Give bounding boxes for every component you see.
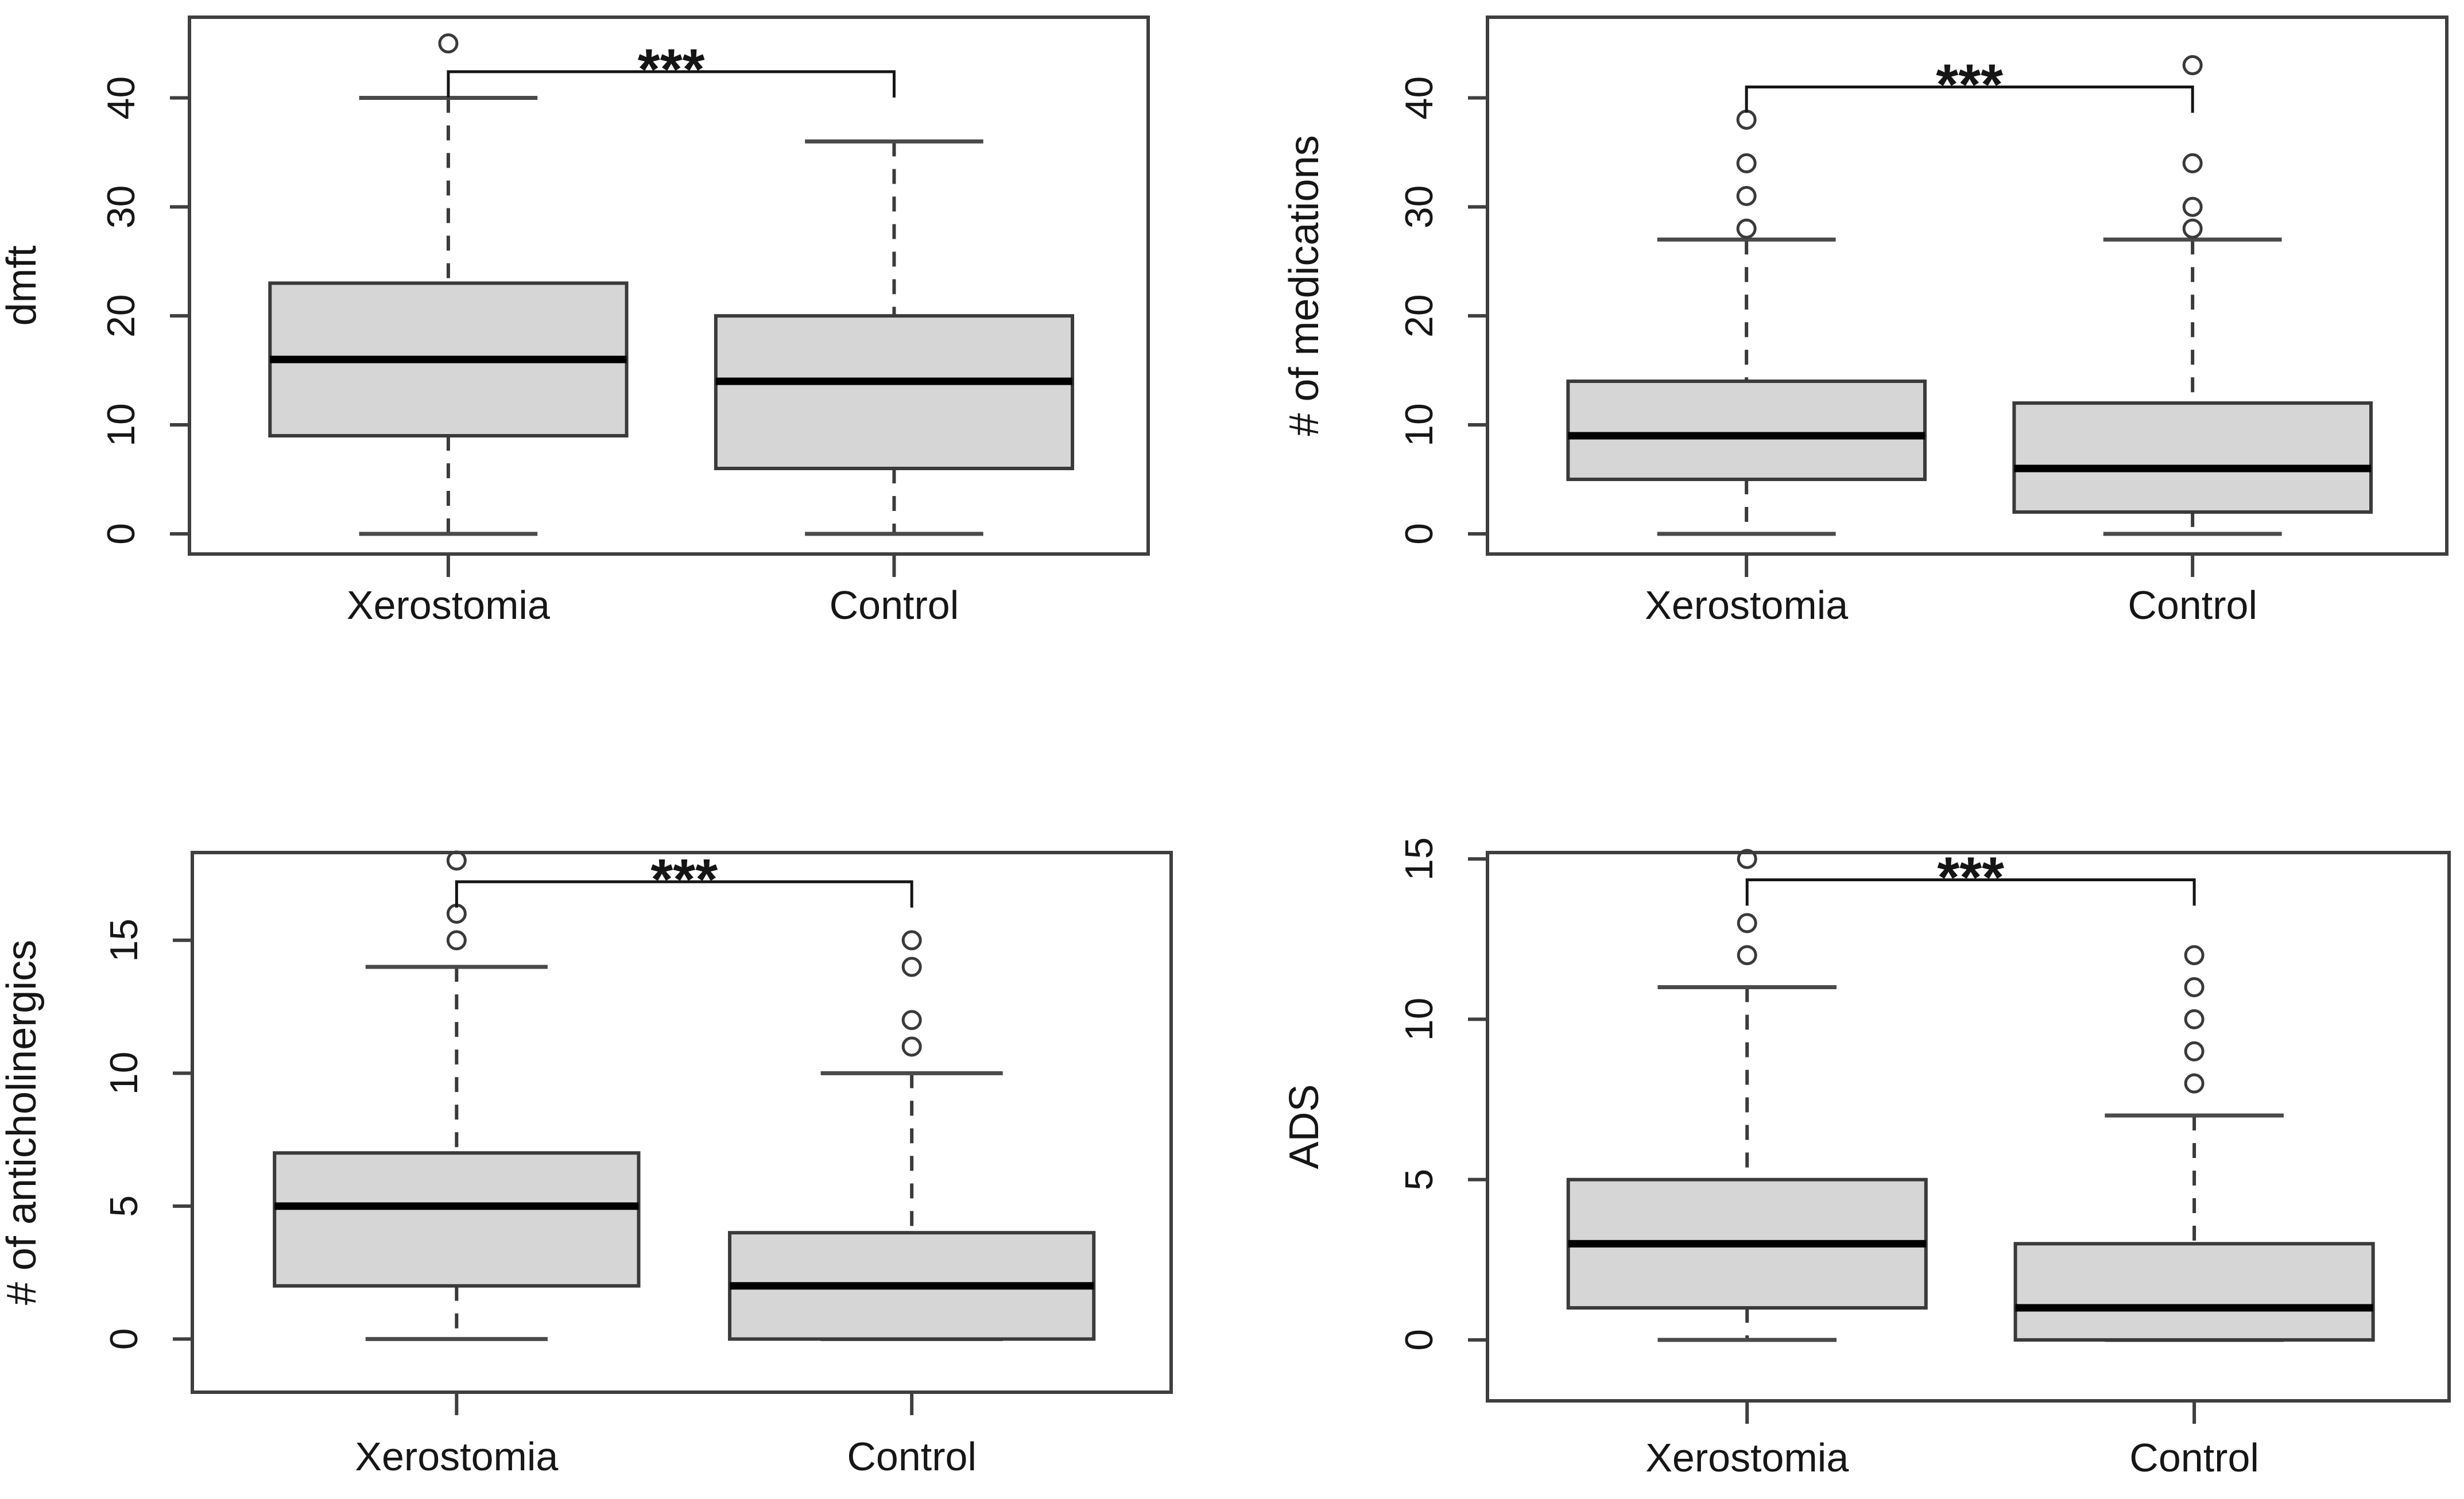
plot-frame [1486, 16, 2448, 556]
y-tick-label: 0 [99, 523, 143, 545]
outlier-point [2184, 1041, 2205, 1062]
outlier-point [2182, 196, 2203, 217]
outlier-point [2184, 1009, 2205, 1029]
category-label: Xerostomia [1645, 1435, 1849, 1480]
iqr-box [273, 1151, 641, 1288]
panel-cell-medications: 0 10 20 30 40 # of medications Xerostomia Contr… [1232, 0, 2464, 749]
outlier-point [1737, 913, 1757, 934]
iqr-box [2012, 401, 2373, 514]
y-tick-label: 20 [99, 294, 143, 338]
y-tick-label: 10 [1397, 998, 1441, 1041]
outlier-point [2184, 945, 2205, 966]
outlier-point [446, 930, 467, 951]
outlier-point [2182, 218, 2203, 239]
outlier-point [2182, 153, 2203, 173]
y-tick-label: 5 [1397, 1169, 1441, 1191]
significance-stars: *** [1936, 53, 2003, 117]
significance-stars: *** [650, 847, 718, 912]
significance-bracket [1745, 86, 2194, 113]
significance-stars: *** [1937, 845, 2004, 909]
y-tick-label: 10 [99, 403, 143, 447]
y-tick-label: 10 [102, 1052, 146, 1095]
outlier-point [901, 1036, 922, 1057]
category-label: Control [2128, 583, 2257, 628]
significance-bracket [447, 70, 896, 98]
y-axis-label: dmft [0, 245, 45, 326]
outlier-point [2184, 1073, 2205, 1094]
y-tick-label: 40 [1397, 76, 1441, 120]
iqr-box [1566, 379, 1927, 481]
panel-cell-dmft: 0 10 20 30 40 dmft Xerostomia Control *** [0, 0, 1232, 749]
y-tick-label: 30 [1397, 185, 1441, 229]
significance-stars: *** [638, 37, 705, 102]
panel-ads: 0 5 10 15 ADS Xerostomia Control *** [1281, 837, 2451, 1480]
outlier-point [1737, 849, 1757, 869]
panel-anticholinergics: 0 5 10 15 # of anticholinergics Xerostomia Con… [0, 847, 1173, 1479]
y-tick-label: 0 [102, 1328, 146, 1350]
plot-frame [188, 16, 1150, 556]
outlier-point [2184, 977, 2205, 998]
plot-frame [191, 851, 1173, 1394]
category-label: Xerostomia [355, 1434, 558, 1479]
panel-cell-anticholinergics: 0 5 10 15 # of anticholinergics Xerostomia Con… [0, 749, 1232, 1499]
y-tick-label: 10 [1397, 403, 1441, 447]
y-tick-label: 15 [102, 919, 146, 962]
y-axis-label: # of anticholinergics [0, 940, 45, 1305]
y-axis-label: ADS [1281, 1084, 1327, 1169]
outlier-point [1736, 109, 1757, 130]
outlier-point [438, 33, 459, 54]
category-label: Control [2129, 1435, 2259, 1480]
plot-frame [1486, 851, 2451, 1403]
y-axis-label: # of medications [1281, 135, 1327, 436]
significance-bracket [1745, 878, 2196, 906]
outlier-point [1736, 153, 1757, 173]
iqr-box [714, 314, 1075, 470]
category-label: Control [847, 1434, 977, 1479]
panel-cell-ads: 0 5 10 15 ADS Xerostomia Control *** [1232, 749, 2464, 1499]
category-label: Xerostomia [347, 583, 550, 628]
outlier-point [901, 956, 922, 977]
panel-dmft: 0 10 20 30 40 dmft Xerostomia Control *** [0, 16, 1150, 628]
outlier-point [1736, 218, 1757, 239]
y-tick-label: 20 [1397, 294, 1441, 338]
y-tick-label: 30 [99, 185, 143, 229]
significance-bracket [455, 880, 913, 908]
y-tick-label: 15 [1397, 837, 1441, 881]
outlier-point [446, 904, 467, 924]
outlier-point [446, 850, 467, 871]
y-tick-label: 5 [102, 1195, 146, 1217]
y-tick-label: 40 [99, 76, 143, 120]
outlier-point [1737, 945, 1757, 966]
panel-medications: 0 10 20 30 40 # of medications Xerostomia Contr… [1281, 16, 2448, 628]
category-label: Control [830, 583, 959, 628]
category-label: Xerostomia [1645, 583, 1848, 628]
outlier-point [901, 930, 922, 951]
y-tick-label: 0 [1397, 523, 1441, 545]
outlier-point [901, 1010, 922, 1031]
outlier-point [1736, 185, 1757, 206]
outlier-point [2182, 55, 2203, 76]
iqr-box [2013, 1242, 2375, 1342]
y-tick-label: 0 [1397, 1329, 1441, 1351]
